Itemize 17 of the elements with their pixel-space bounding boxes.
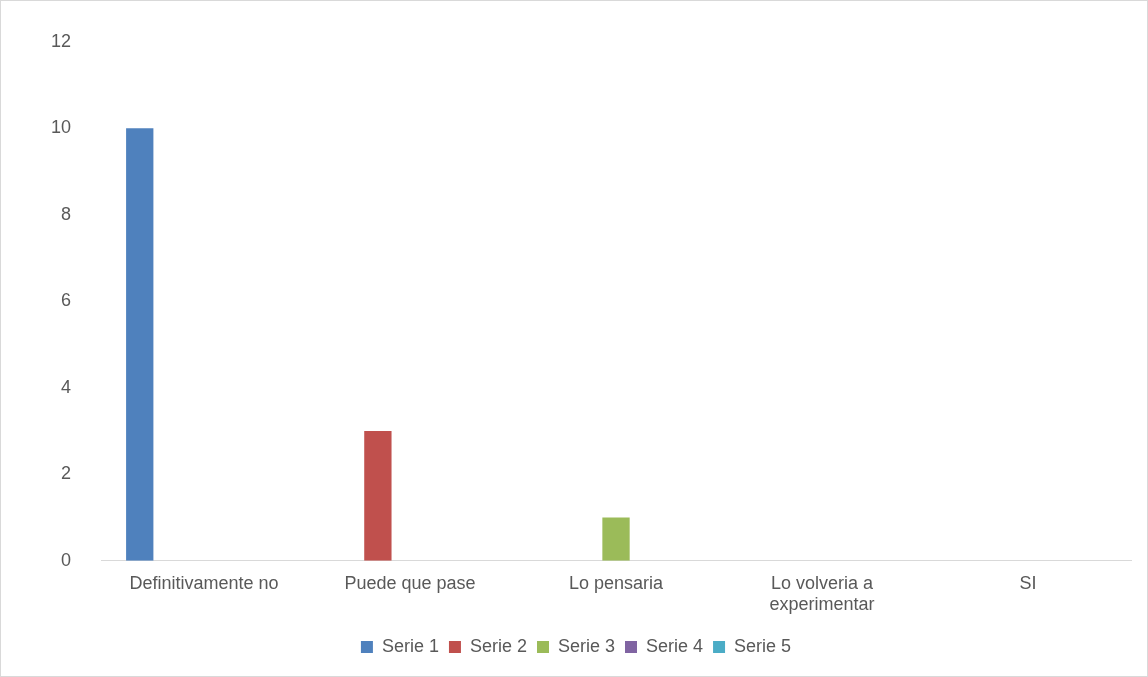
- legend-label: Serie 1: [381, 635, 439, 656]
- y-tick-label: 2: [61, 463, 72, 484]
- y-tick-label: 4: [61, 376, 72, 397]
- x-tick-label: Definitivamente no: [129, 572, 279, 593]
- y-tick-label: 0: [61, 549, 72, 570]
- legend-label: Serie 4: [646, 635, 704, 656]
- legend-label: Serie 2: [469, 635, 527, 656]
- y-tick-label: 6: [61, 290, 72, 311]
- x-tick-label: Puede que pase: [344, 572, 476, 593]
- x-tick-label: Lo volveria a experimentar: [769, 572, 875, 615]
- y-tick-label: 12: [50, 30, 72, 51]
- y-tick-label: 10: [50, 117, 72, 138]
- y-tick-label: 8: [61, 203, 72, 224]
- legend-label: Serie 5: [734, 635, 792, 656]
- legend-label: Serie 3: [557, 635, 616, 656]
- x-tick-label: SI: [1019, 572, 1037, 593]
- x-tick-label: Lo pensaria: [568, 572, 665, 593]
